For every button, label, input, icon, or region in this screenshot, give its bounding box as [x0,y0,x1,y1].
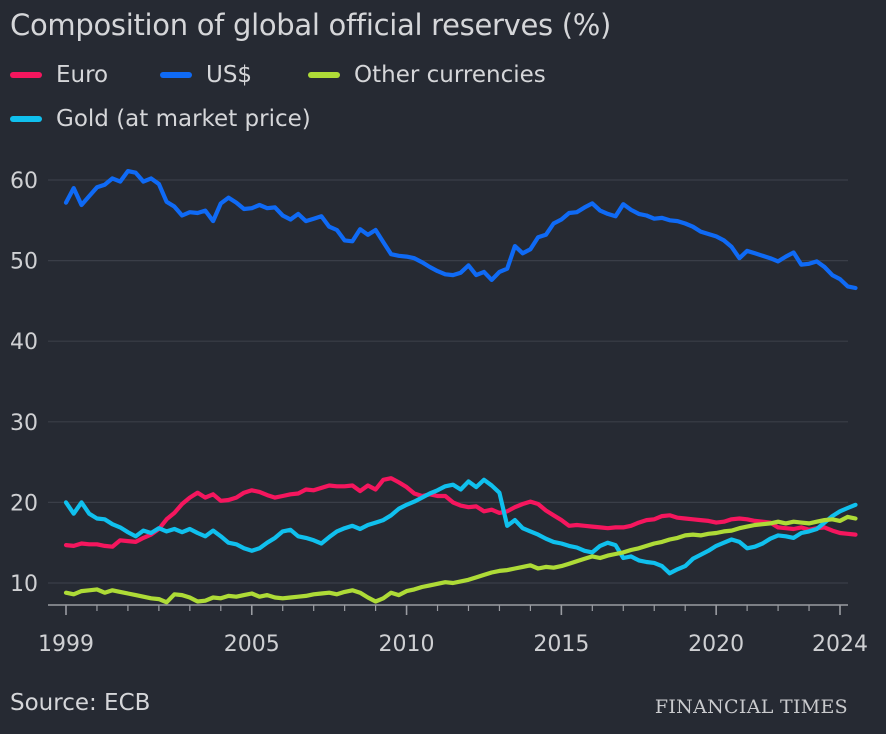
brand-logo: FINANCIAL TIMES [654,696,848,718]
legend-item-euro: Euro [10,62,108,88]
legend-label-euro: Euro [56,62,109,88]
legend-swatch-usd [160,72,192,78]
legend-item-usd: US$ [160,62,252,88]
x-tick-label-2020: 2020 [688,632,744,657]
legend-swatch-euro [10,72,42,78]
legend-item-gold: Gold (at market price) [10,106,311,132]
legend-label-usd: US$ [206,62,253,88]
y-tick-label-40: 40 [10,330,38,355]
legend-swatch-gold [10,116,42,122]
chart-title: Composition of global official reserves … [10,8,612,42]
x-tick-label-1999: 1999 [38,632,94,657]
line-chart: 10 20 30 40 50 60 1999 2005 2010 2015 2020 2024 [10,169,868,657]
series-line-us [63,169,858,291]
x-tick-label-2010: 2010 [379,632,435,657]
series-line-other-currencies [63,514,858,605]
x-tick-label-2015: 2015 [533,632,589,657]
source-note: Source: ECB [10,690,151,716]
legend-item-other: Other currencies [308,62,546,88]
series-line-euro [63,476,858,549]
x-tick-label-2024: 2024 [812,632,868,657]
series-line-gold-at-market-price [63,477,858,576]
y-tick-label-10: 10 [10,572,38,597]
y-tick-label-50: 50 [10,250,38,275]
y-tick-label-30: 30 [10,411,38,436]
x-tick-label-2005: 2005 [224,632,280,657]
y-tick-label-60: 60 [10,169,38,194]
legend-swatch-other [308,72,340,78]
y-tick-label-20: 20 [10,491,38,516]
legend-label-gold: Gold (at market price) [56,106,311,132]
legend-label-other: Other currencies [354,62,546,88]
